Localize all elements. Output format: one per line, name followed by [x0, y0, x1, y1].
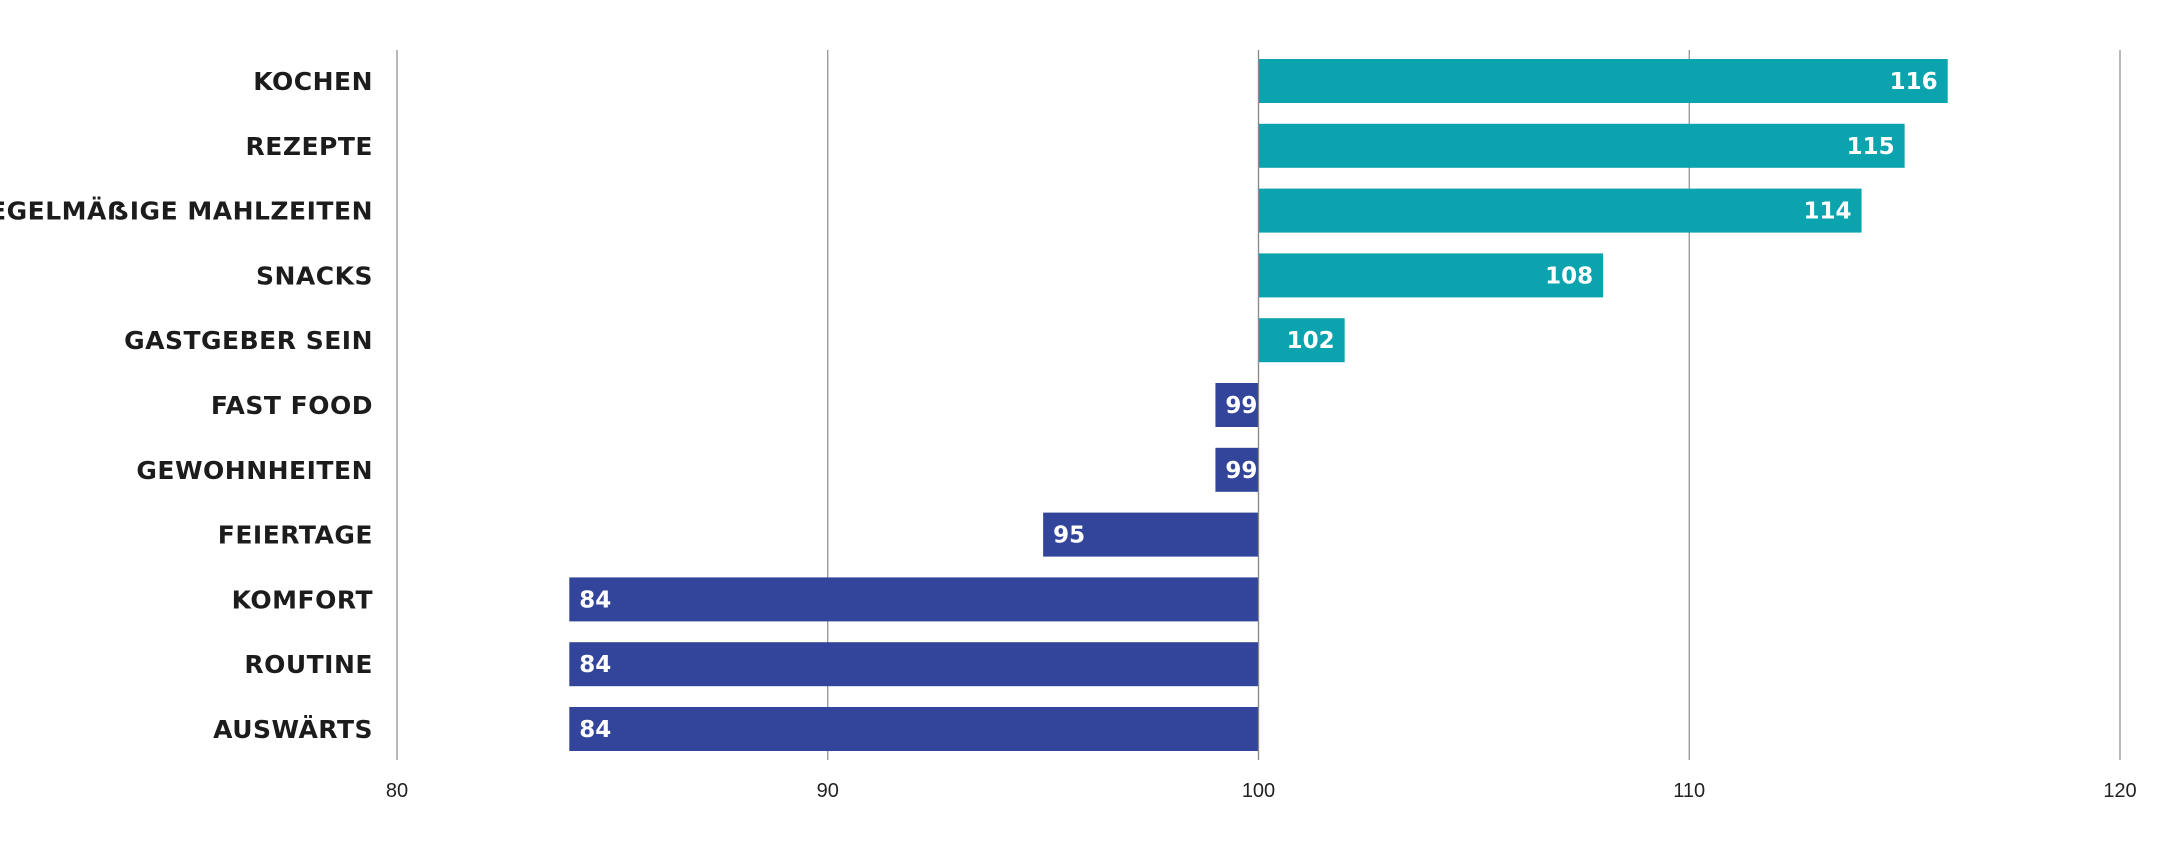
bar-7	[1215, 447, 1259, 492]
bar-1	[1258, 59, 1948, 103]
x-tick-label: 120	[2103, 780, 2136, 802]
category-label: KOMFORT	[232, 585, 373, 614]
category-label: KOCHEN	[253, 67, 373, 96]
bar-10	[569, 642, 1259, 687]
value-label: 99	[1225, 393, 1257, 419]
category-label: SNACKS	[256, 261, 373, 290]
category-label: GEWOHNHEITEN	[136, 456, 373, 485]
category-label: FAST FOOD	[211, 391, 373, 420]
x-tick-label: 110	[1673, 780, 1705, 802]
category-label: AUSWÄRTS	[213, 714, 373, 744]
category-label: ROUTINE	[244, 650, 373, 679]
category-label: REZEPTE	[246, 132, 374, 161]
category-label: GASTGEBER SEIN	[124, 326, 373, 355]
bar-9	[569, 577, 1259, 622]
x-tick-label: 80	[386, 780, 408, 802]
bar-3	[1258, 188, 1862, 233]
bar-8	[1043, 512, 1259, 557]
bar-11	[569, 707, 1259, 751]
x-axis-tick-labels: 80 90 100 110 120	[386, 780, 2137, 802]
value-labels: 116 115 114 108 102 99 99 95 84 84 84	[579, 69, 1937, 743]
bar-4	[1258, 253, 1604, 298]
x-tick-label: 100	[1242, 780, 1275, 802]
bar-2	[1258, 123, 1905, 168]
value-label: 102	[1287, 328, 1335, 354]
value-label: 114	[1804, 199, 1852, 225]
value-label: 84	[579, 717, 611, 743]
value-label: 115	[1847, 134, 1895, 160]
bars	[569, 50, 1948, 760]
value-label: 95	[1053, 523, 1085, 549]
value-label: 108	[1545, 263, 1593, 289]
category-label: FEIERTAGE	[218, 521, 373, 550]
bar-5	[1258, 318, 1345, 363]
category-label: REGELMÄẞIGE MAHLZEITEN	[0, 196, 373, 226]
value-label: 84	[579, 587, 611, 613]
category-labels: KOCHEN REZEPTE REGELMÄẞIGE MAHLZEITEN SNACK…	[0, 67, 373, 744]
value-label: 84	[579, 652, 611, 678]
bar-6	[1215, 383, 1259, 427]
x-tick-label: 90	[817, 780, 839, 802]
value-label: 116	[1890, 69, 1938, 95]
value-label: 99	[1225, 458, 1257, 484]
